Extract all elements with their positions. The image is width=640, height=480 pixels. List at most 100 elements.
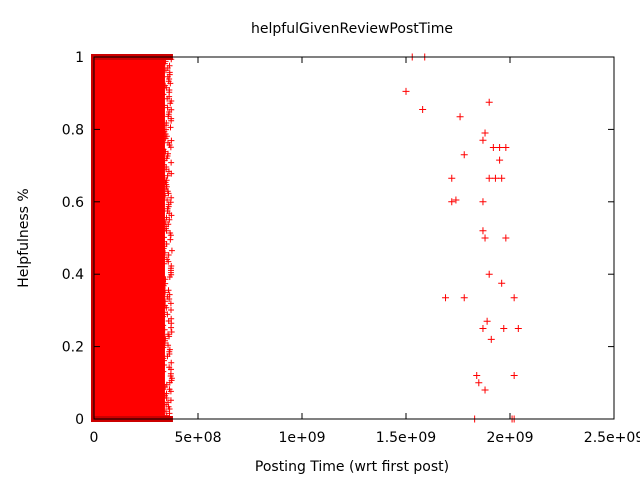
data-point	[485, 174, 493, 182]
dense-edge-mark	[166, 379, 173, 386]
dense-edge-mark	[161, 157, 168, 164]
chart-title: helpfulGivenReviewPostTime	[251, 21, 453, 37]
dense-edge-mark	[165, 287, 172, 294]
dense-point-cloud	[91, 54, 175, 422]
dense-edge-mark	[161, 326, 168, 333]
dense-edge-mark	[165, 190, 172, 197]
data-point	[448, 198, 456, 206]
data-point	[479, 227, 487, 235]
dense-edge-mark	[161, 102, 168, 109]
dense-edge-mark	[162, 219, 169, 225]
dense-edge-mark	[167, 144, 174, 151]
x-tick-label: 2.5e+09	[584, 430, 640, 446]
data-point	[498, 279, 506, 287]
dense-edge-mark	[162, 135, 169, 142]
dense-edge-mark	[168, 324, 175, 331]
data-point	[402, 87, 410, 95]
data-point	[475, 379, 483, 387]
x-tick-label: 5e+08	[174, 430, 221, 446]
dense-edge-mark	[163, 395, 170, 401]
dense-edge-mark	[165, 342, 172, 349]
data-point	[510, 372, 518, 380]
dense-edge-mark	[164, 95, 171, 102]
data-point	[481, 129, 489, 137]
data-point	[514, 325, 522, 332]
data-point	[489, 144, 497, 151]
dense-edge-mark	[161, 249, 168, 256]
data-point	[442, 294, 450, 302]
y-tick-label: 0.6	[62, 195, 84, 211]
dense-edge-mark	[168, 137, 175, 144]
dense-edge-mark	[161, 309, 168, 316]
x-axis-ticks: 0 5e+08 1e+09 1.5e+09 2e+09 2.5e+09	[90, 57, 640, 446]
data-point	[485, 98, 493, 106]
dense-edge-mark	[168, 170, 175, 177]
data-point	[510, 294, 518, 302]
data-point	[481, 234, 489, 242]
dense-region-fill	[91, 57, 165, 419]
data-point	[479, 198, 487, 206]
dense-edge-mark	[163, 84, 170, 91]
data-point	[485, 270, 493, 278]
dense-edge-mark	[166, 333, 173, 340]
dense-edge-mark	[167, 80, 174, 87]
y-tick-label: 0	[75, 412, 84, 428]
y-tick-label: 0.4	[62, 267, 84, 283]
dense-edge-mark	[160, 322, 167, 329]
x-axis-label: Posting Time (wrt first post)	[255, 459, 449, 475]
x-tick-label: 2e+09	[486, 430, 533, 446]
dense-edge-mark	[168, 247, 175, 254]
dense-edge-mark	[168, 117, 175, 124]
dense-edge-mark	[161, 260, 168, 267]
data-point	[460, 294, 468, 302]
data-point	[479, 325, 487, 332]
dense-edge-mark	[159, 285, 166, 291]
dense-edge-mark	[165, 113, 172, 120]
data-point	[481, 386, 489, 394]
y-tick-label: 1	[75, 50, 84, 66]
data-point	[487, 335, 495, 343]
data-point	[498, 174, 506, 182]
dense-edge-mark	[164, 104, 171, 111]
dense-edge-mark	[167, 236, 174, 243]
dense-edge-mark	[164, 353, 171, 360]
y-axis-label: Helpfulness %	[16, 188, 32, 287]
dense-edge-mark	[164, 197, 171, 203]
data-point	[483, 317, 491, 325]
dense-edge-mark	[164, 311, 171, 318]
data-point	[502, 144, 510, 151]
data-point	[479, 136, 487, 144]
dense-edge-mark	[168, 212, 175, 219]
dense-edge-mark	[159, 313, 166, 320]
dense-edge-mark	[168, 329, 175, 335]
data-point	[473, 372, 481, 380]
dense-edge-mark	[160, 245, 167, 252]
dense-edge-mark	[168, 159, 175, 166]
dense-edge-mark	[160, 368, 167, 375]
data-point	[448, 174, 456, 182]
plot-frame	[93, 56, 615, 420]
dense-edge-mark	[162, 67, 169, 74]
data-point	[419, 105, 427, 113]
dense-edge-mark	[166, 274, 173, 280]
data-point	[496, 156, 504, 164]
dense-edge-mark	[163, 227, 170, 234]
dense-edge-mark	[161, 60, 168, 67]
data-points	[402, 53, 522, 423]
x-tick-label: 1.5e+09	[376, 430, 436, 446]
data-point	[502, 234, 510, 242]
dense-edge-mark	[162, 289, 169, 296]
y-axis-ticks: 0 0.2 0.4 0.6 0.8 1	[62, 50, 614, 428]
dense-edge-mark	[161, 362, 168, 368]
dense-edge-mark	[167, 232, 174, 239]
data-point	[452, 196, 460, 204]
dense-edge-mark	[160, 344, 167, 351]
dense-edge-mark	[164, 172, 171, 179]
x-tick-label: 0	[90, 430, 99, 446]
data-point	[460, 151, 468, 159]
dense-edge-mark	[168, 307, 175, 313]
dense-edge-mark	[167, 388, 174, 395]
dense-edge-mark	[165, 252, 172, 258]
data-point	[456, 113, 464, 121]
